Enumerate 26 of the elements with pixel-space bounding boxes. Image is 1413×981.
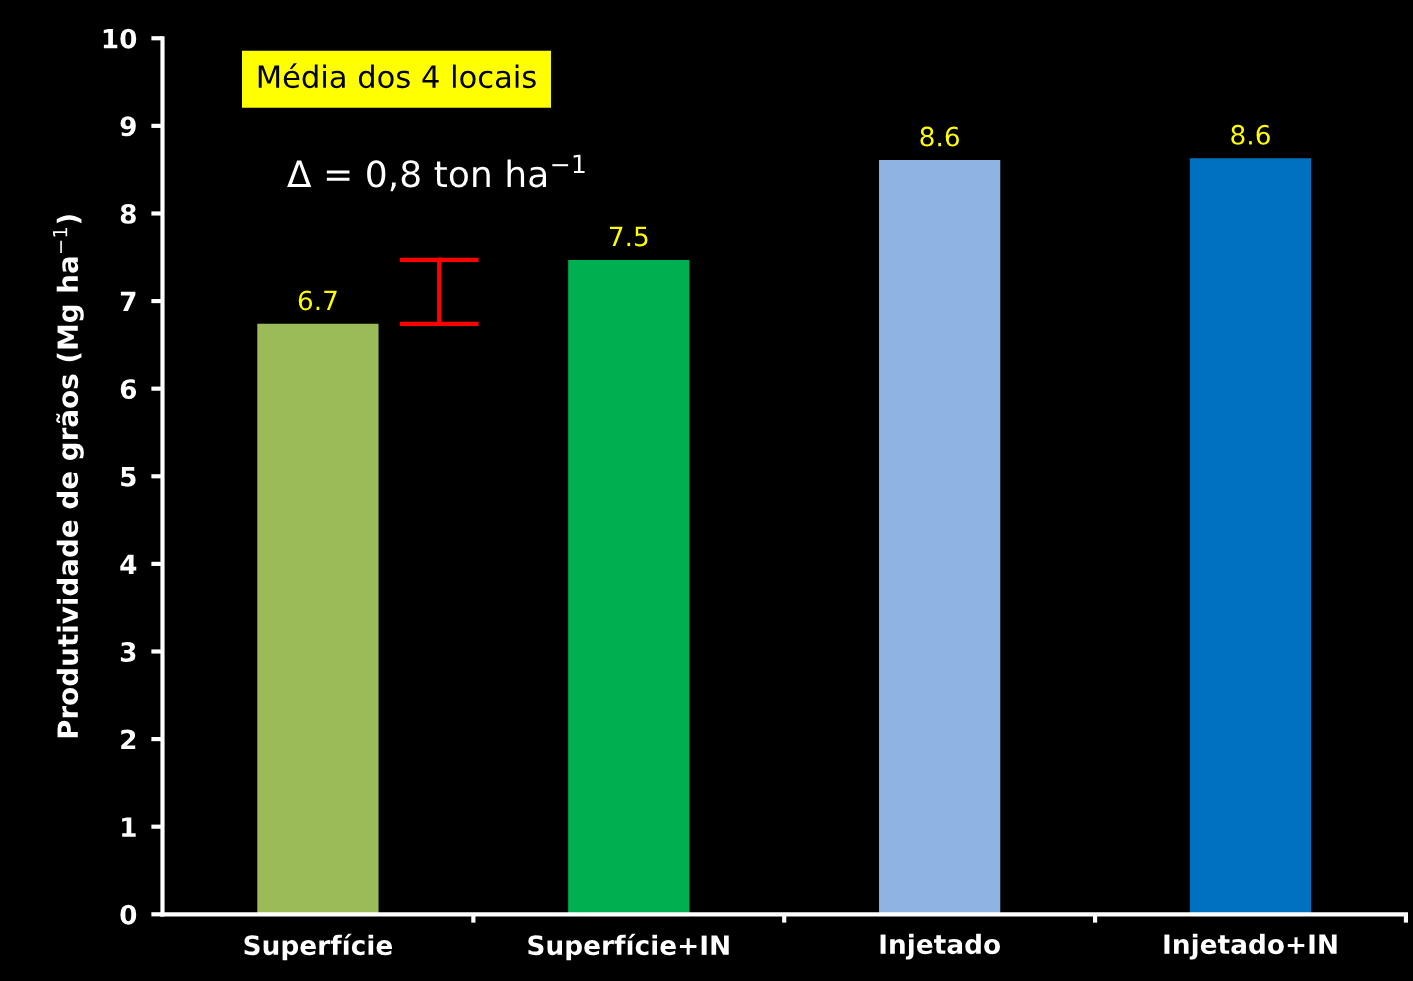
bar	[879, 160, 1001, 915]
bar	[257, 323, 379, 915]
annotation: Δ = 0,8 ton ha$^{−1}$	[287, 154, 585, 192]
y-tick-label: 9	[120, 116, 136, 137]
data-label: 8.6	[920, 126, 959, 147]
y-tick-label: 7	[120, 291, 136, 312]
y-tick-label: 8	[120, 203, 136, 224]
y-axis-title: Produtividade de grãos (Mg ha$^{−1}$)	[53, 215, 84, 738]
x-tick-label: Superfície	[244, 933, 392, 961]
bar	[1189, 158, 1312, 915]
annotation: Média dos 4 locais	[258, 63, 536, 89]
y-tick-label: 10	[103, 28, 137, 49]
y-tick-label: 2	[121, 729, 136, 750]
x-tick-label: Superfície+IN	[528, 933, 729, 961]
y-tick-label: 5	[121, 467, 136, 487]
data-label: 8.6	[1231, 124, 1270, 145]
y-tick-label: 6	[120, 379, 137, 400]
y-tick-label: 4	[120, 554, 137, 574]
y-tick-label: 1	[122, 817, 136, 837]
bar	[568, 259, 690, 915]
data-label: 7.5	[609, 226, 648, 247]
x-tick-label: Injetado+IN	[1164, 933, 1337, 960]
y-tick-label: 3	[120, 641, 136, 662]
x-tick-label: Injetado	[880, 933, 1001, 960]
data-label: 6.7	[298, 290, 337, 311]
y-tick-label: 0	[120, 904, 137, 925]
